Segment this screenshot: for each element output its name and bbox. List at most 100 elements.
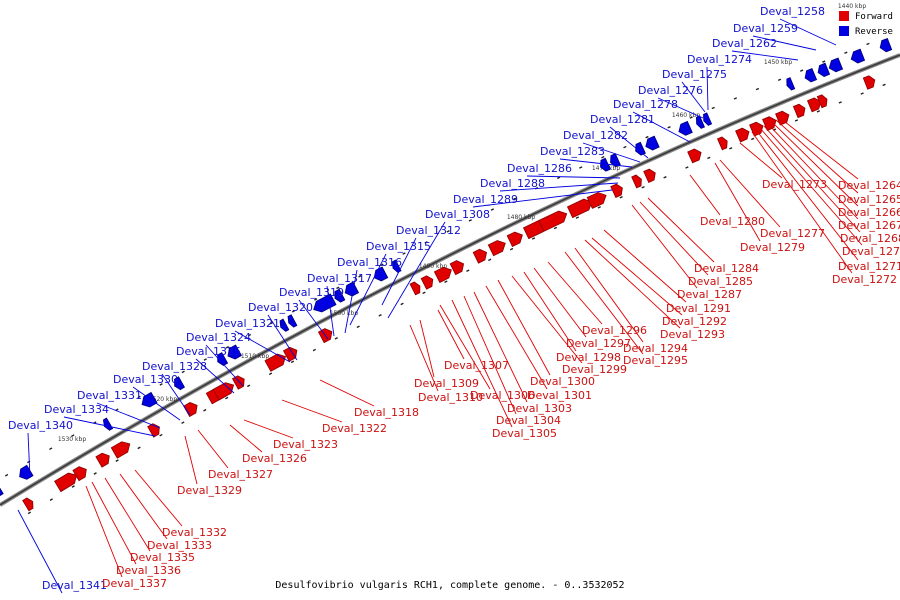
reverse-gene-label: Deval_1320 (248, 301, 313, 314)
leader-line (647, 197, 715, 263)
reverse-gene-label: Deval_1328 (142, 360, 207, 373)
backbone-dash (512, 197, 517, 201)
forward-gene-label: Deval_1329 (177, 484, 242, 497)
backbone-dash (93, 472, 97, 475)
reverse-gene-label: Deval_1275 (662, 68, 727, 81)
forward-gene-label: Deval_1291 (666, 302, 731, 315)
leader-line (419, 319, 435, 378)
backbone-dash (115, 459, 119, 462)
reverse-gene-label: Deval_1315 (366, 240, 431, 253)
leader-line-layer (17, 18, 863, 594)
backbone-dash (27, 511, 32, 515)
leader-line (132, 386, 181, 421)
forward-gene-arrow (716, 136, 728, 151)
leader-line (681, 81, 706, 113)
backbone-dash (247, 333, 252, 337)
leader-line (344, 269, 358, 334)
forward-gene-label: Deval_1333 (147, 539, 212, 552)
leader-line (511, 275, 583, 364)
reverse-gene-label: Deval_1281 (590, 113, 655, 126)
forward-gene-label: Deval_1298 (556, 351, 621, 364)
reverse-gene-label: Deval_1278 (613, 98, 678, 111)
reverse-gene-arrow (817, 62, 831, 78)
backbone-dash (601, 155, 605, 159)
reverse-gene-label: Deval_1288 (480, 177, 545, 190)
leader-line (657, 97, 704, 119)
forward-gene-label: Deval_1335 (130, 551, 195, 564)
backbone-dash (225, 396, 229, 400)
scale-tick-label: 1530 kbp (58, 436, 86, 443)
reverse-gene-label: Deval_1325 (176, 345, 241, 358)
forward-gene-label: Deval_1332 (162, 526, 227, 539)
backbone-dash (268, 372, 273, 376)
reverse-gene-label: Deval_1282 (563, 129, 628, 142)
forward-gene-arrow (506, 231, 523, 248)
forward-gene-label: Deval_1336 (116, 564, 181, 577)
forward-gene-label: Deval_1287 (677, 288, 742, 301)
backbone-dash (597, 206, 601, 209)
genome-backbone (0, 54, 900, 506)
forward-gene-label: Deval_1296 (582, 324, 647, 337)
backbone-dash (71, 485, 75, 488)
backbone-dash (553, 226, 558, 230)
leader-line (755, 129, 859, 261)
backbone-dash (225, 345, 230, 349)
forward-gene-label: Deval_1326 (242, 452, 307, 465)
backbone-dash (575, 216, 580, 219)
backbone-dash (490, 208, 495, 211)
leader-line (85, 485, 123, 578)
forward-gene-label: Deval_1309 (414, 377, 479, 390)
reverse-gene-arrow (879, 37, 893, 53)
scale-tick-label: 1490 kbp (419, 263, 447, 270)
backbone-layer (0, 42, 900, 515)
reverse-gene-arrow (279, 318, 290, 332)
backbone-dash (755, 87, 760, 91)
backbone-dash (556, 176, 561, 180)
reverse-gene-arrow (786, 77, 796, 91)
backbone-dash (822, 60, 826, 63)
leader-line (104, 477, 151, 552)
leader-line (472, 189, 613, 208)
backbone-dash (356, 325, 360, 329)
forward-gene-label: Deval_1272 (832, 273, 897, 286)
reverse-gene-label: Deval_1319 (279, 286, 344, 299)
backbone-dash (358, 274, 362, 278)
leader-line (584, 239, 681, 329)
forward-gene-label: Deval_1271 (838, 260, 900, 273)
forward-gene-label: Deval_1305 (492, 427, 557, 440)
leader-line (564, 251, 644, 355)
forward-gene-label: Deval_1318 (354, 406, 419, 419)
leader-line (767, 123, 859, 220)
backbone-dash (750, 137, 755, 141)
forward-gene-label: Deval_1277 (760, 227, 825, 240)
leader-line (205, 344, 244, 387)
backbone-dash (378, 313, 382, 317)
backbone-dash (860, 92, 864, 95)
forward-gene-arrow (862, 75, 876, 90)
reverse-gene-arrow (19, 464, 34, 480)
backbone-dash (733, 97, 738, 100)
backbone-dash (685, 166, 689, 169)
forward-gene-label: Deval_1273 (762, 178, 827, 191)
forward-gene-label: Deval_1280 (700, 215, 765, 228)
reverse-gene-arrow (678, 120, 693, 136)
leader-line (195, 358, 235, 394)
forward-gene-arrow (472, 248, 488, 264)
forward-gene-arrow (643, 168, 656, 184)
reverse-gene-arrow (227, 344, 242, 360)
legend: Forward Reverse (839, 11, 893, 37)
leader-line (281, 399, 343, 423)
backbone-dash (71, 434, 75, 437)
leader-line (119, 473, 168, 540)
backbone-dash (844, 51, 848, 54)
leader-line (485, 285, 548, 390)
forward-gene-arrow (449, 260, 465, 276)
forward-gene-label: Deval_1323 (273, 438, 338, 451)
reverse-gene-label: Deval_1317 (307, 272, 372, 285)
forward-gene-arrow (409, 281, 421, 296)
reverse-gene-label: Deval_1289 (453, 193, 518, 206)
forward-gene-arrow (72, 466, 87, 482)
leader-line (381, 237, 417, 306)
backbone-dash (446, 230, 450, 233)
